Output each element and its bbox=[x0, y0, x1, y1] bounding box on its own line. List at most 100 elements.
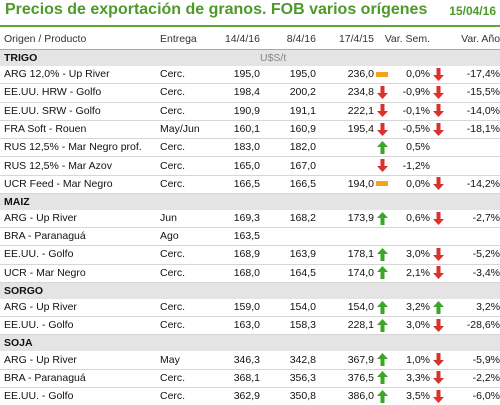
cell-var-ano: -15,5% bbox=[446, 83, 500, 103]
cell-producto: ARG 12,0% - Up River bbox=[0, 66, 160, 85]
cell-var-sem: 1,0% bbox=[390, 351, 431, 370]
cell-producto: BRA - Paranaguá bbox=[0, 227, 160, 247]
cell-date-1: 159,0 bbox=[216, 298, 260, 318]
table-row: ARG - Up River Jun 169,3 168,2 173,9 0,6% -2,7… bbox=[0, 209, 500, 229]
arrow-down-icon bbox=[375, 121, 389, 138]
arrow-down-icon bbox=[431, 84, 445, 101]
arrow-up-icon bbox=[431, 299, 445, 316]
cell-date-1: 183,0 bbox=[216, 138, 260, 158]
cell-var-sem-indicator bbox=[374, 138, 390, 158]
cell-var-sem-indicator bbox=[374, 175, 390, 194]
cell-producto: ARG - Up River bbox=[0, 298, 160, 318]
cell-entrega: Jun bbox=[160, 209, 216, 229]
cell-date-2: 158,3 bbox=[260, 316, 316, 336]
cell-var-sem: 2,1% bbox=[390, 264, 431, 283]
arrow-down-icon bbox=[431, 210, 445, 227]
cell-date-3: 228,1 bbox=[316, 316, 374, 336]
cell-var-ano: -14,2% bbox=[446, 175, 500, 194]
table-row: UCR - Mar Negro Cerc. 168,0 164,5 174,0 2,1% -… bbox=[0, 264, 500, 283]
cell-var-sem: 0,0% bbox=[390, 175, 431, 194]
table-row: EE.UU. - Golfo Cerc. 163,0 158,3 228,1 3,0% -2… bbox=[0, 316, 500, 336]
cell-date-2: 342,8 bbox=[260, 351, 316, 370]
report-header: Precios de exportación de granos. FOB va… bbox=[0, 0, 500, 27]
cell-date-1: 190,9 bbox=[216, 102, 260, 121]
cell-producto: EE.UU. SRW - Golfo bbox=[0, 102, 160, 121]
table-row: ARG 12,0% - Up River Cerc. 195,0 195,0 236,0… bbox=[0, 66, 500, 85]
arrow-down-icon bbox=[375, 157, 389, 174]
no-change-icon bbox=[375, 66, 389, 83]
arrow-down-icon bbox=[431, 317, 445, 334]
cell-producto: ARG - Up River bbox=[0, 351, 160, 370]
cell-date-1: 166,5 bbox=[216, 175, 260, 194]
cell-producto: EE.UU. - Golfo bbox=[0, 245, 160, 265]
cell-date-2: 166,5 bbox=[260, 175, 316, 194]
cell-var-sem: 3,2% bbox=[390, 298, 431, 318]
cell-date-3: 154,0 bbox=[316, 298, 374, 318]
cell-date-2: 356,3 bbox=[260, 369, 316, 388]
cell-entrega: Cerc. bbox=[160, 264, 216, 283]
cell-entrega: Cerc. bbox=[160, 245, 216, 265]
cell-var-ano: -2,2% bbox=[446, 369, 500, 388]
cell-entrega: May bbox=[160, 351, 216, 370]
cell-entrega: Cerc. bbox=[160, 138, 216, 158]
cell-producto: EE.UU. HRW - Golfo bbox=[0, 83, 160, 103]
table-row: BRA - Paranaguá Ago 163,5 bbox=[0, 227, 500, 247]
arrow-down-icon bbox=[431, 370, 445, 387]
cell-var-ano: -2,7% bbox=[446, 209, 500, 229]
table-row: RUS 12,5% - Mar Negro prof. Cerc. 183,0 182… bbox=[0, 138, 500, 158]
cell-var-ano-indicator bbox=[430, 245, 447, 265]
cell-date-2: 191,1 bbox=[260, 102, 316, 121]
cell-date-3 bbox=[316, 138, 374, 158]
cell-entrega: Cerc. bbox=[160, 369, 216, 388]
cell-var-ano-indicator bbox=[430, 264, 447, 283]
cell-entrega: May/Jun bbox=[160, 120, 216, 140]
cell-date-3: 173,9 bbox=[316, 209, 374, 229]
section-name: SORGO bbox=[0, 282, 260, 299]
table-row: EE.UU. HRW - Golfo Cerc. 198,4 200,2 234,8 -0… bbox=[0, 83, 500, 103]
cell-entrega: Cerc. bbox=[160, 175, 216, 194]
col-producto: Origen / Producto bbox=[0, 29, 160, 50]
cell-var-sem-indicator bbox=[374, 264, 390, 283]
arrow-up-icon bbox=[375, 299, 389, 316]
col-entrega: Entrega bbox=[160, 29, 216, 50]
cell-date-1: 362,9 bbox=[216, 387, 260, 406]
cell-var-sem bbox=[390, 227, 431, 247]
cell-var-sem: 0,0% bbox=[390, 66, 431, 85]
cell-producto: UCR Feed - Mar Negro bbox=[0, 175, 160, 194]
arrow-up-icon bbox=[375, 210, 389, 227]
cell-entrega: Cerc. bbox=[160, 298, 216, 318]
cell-date-2: 163,9 bbox=[260, 245, 316, 265]
cell-date-3: 178,1 bbox=[316, 245, 374, 265]
table-row: EE.UU. SRW - Golfo Cerc. 190,9 191,1 222,1 -0… bbox=[0, 102, 500, 121]
cell-var-sem: -0,9% bbox=[390, 83, 431, 103]
section-name: MAIZ bbox=[0, 193, 260, 210]
cell-var-sem-indicator bbox=[374, 369, 390, 388]
cell-var-sem-indicator bbox=[374, 298, 390, 318]
arrow-down-icon bbox=[375, 84, 389, 101]
section-unit bbox=[260, 193, 500, 210]
cell-var-sem-indicator bbox=[374, 227, 390, 247]
cell-var-ano: -18,1% bbox=[446, 120, 500, 140]
cell-date-1: 169,3 bbox=[216, 209, 260, 229]
cell-date-3: 367,9 bbox=[316, 351, 374, 370]
cell-date-1: 346,3 bbox=[216, 351, 260, 370]
column-header-row: Origen / Producto Entrega 14/4/16 8/4/16… bbox=[0, 29, 500, 50]
cell-var-sem-indicator bbox=[374, 102, 390, 121]
cell-producto: RUS 12,5% - Mar Negro prof. bbox=[0, 138, 160, 158]
cell-date-2: 164,5 bbox=[260, 264, 316, 283]
cell-var-ano-indicator bbox=[430, 83, 447, 103]
arrow-up-icon bbox=[375, 317, 389, 334]
arrow-up-icon bbox=[375, 370, 389, 387]
cell-date-1: 160,1 bbox=[216, 120, 260, 140]
cell-entrega: Cerc. bbox=[160, 83, 216, 103]
table-row: ARG - Up River May 346,3 342,8 367,9 1,0% -5,9… bbox=[0, 351, 500, 370]
table-row: RUS 12,5% - Mar Azov Cerc. 165,0 167,0 -1,2% bbox=[0, 156, 500, 176]
cell-date-3: 376,5 bbox=[316, 369, 374, 388]
cell-date-1: 163,0 bbox=[216, 316, 260, 336]
prices-table: Origen / Producto Entrega 14/4/16 8/4/16… bbox=[0, 29, 500, 406]
cell-producto: EE.UU. - Golfo bbox=[0, 316, 160, 336]
cell-date-3: 195,4 bbox=[316, 120, 374, 140]
cell-var-ano-indicator bbox=[430, 66, 447, 85]
arrow-down-icon bbox=[431, 388, 445, 405]
